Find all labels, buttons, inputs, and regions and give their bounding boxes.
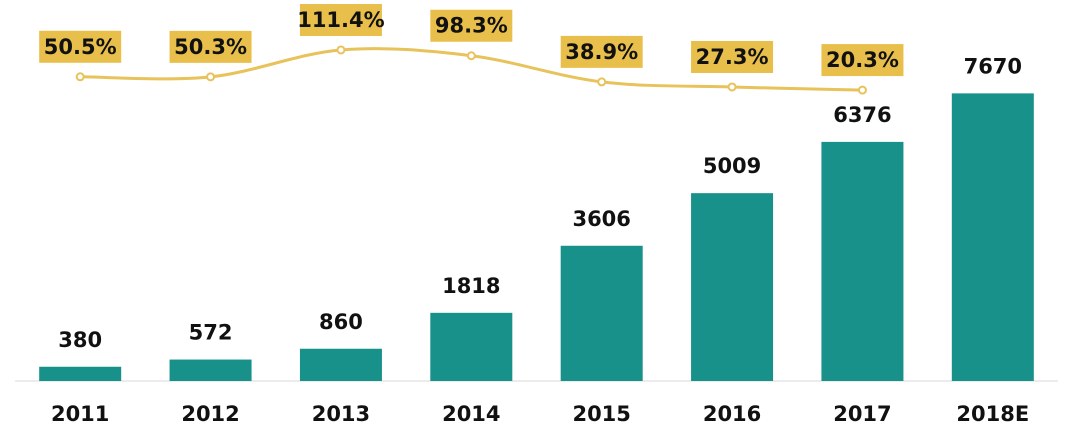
- x-tick-label: 2015: [572, 402, 630, 426]
- growth-point: [727, 82, 737, 92]
- growth-label: 50.3%: [174, 35, 247, 59]
- growth-point: [597, 77, 607, 87]
- bar-value-label: 5009: [703, 154, 761, 178]
- bar: [430, 312, 513, 381]
- label-box: [169, 30, 252, 63]
- bar-value-label: 6376: [833, 103, 891, 127]
- growth-label: 38.9%: [565, 40, 638, 64]
- bar-value-label: 860: [319, 310, 363, 334]
- growth-point: [466, 51, 476, 61]
- bar-value-label: 1818: [442, 274, 500, 298]
- growth-point: [206, 72, 216, 82]
- bar-value-label: 3606: [572, 207, 630, 231]
- x-tick-label: 2016: [703, 402, 761, 426]
- x-tick-label: 2012: [181, 402, 239, 426]
- growth-label: 111.4%: [297, 8, 384, 32]
- x-tick-label: 2017: [833, 402, 891, 426]
- bar: [560, 245, 643, 381]
- label-box: [560, 35, 643, 68]
- growth-point: [75, 72, 85, 82]
- label-box: [821, 44, 904, 77]
- x-tick-label: 2014: [442, 402, 500, 426]
- growth-label: 20.3%: [826, 48, 899, 72]
- growth-label: 27.3%: [696, 45, 769, 69]
- label-box: [691, 40, 774, 73]
- label-box: [430, 9, 513, 42]
- growth-point: [336, 45, 346, 55]
- bar: [169, 359, 252, 381]
- label-box: [299, 3, 382, 36]
- bar: [691, 193, 774, 381]
- bar-value-label: 572: [189, 321, 233, 345]
- growth-point: [857, 85, 867, 95]
- bar-value-label: 380: [58, 328, 102, 352]
- x-tick-label: 2013: [312, 402, 370, 426]
- bar: [39, 366, 122, 381]
- bar: [951, 93, 1034, 381]
- growth-label: 98.3%: [435, 14, 508, 38]
- bar: [299, 348, 382, 381]
- x-tick-label: 2018E: [956, 402, 1029, 426]
- bar: [821, 141, 904, 381]
- bar-value-label: 7670: [964, 54, 1022, 78]
- x-tick-label: 2011: [51, 402, 109, 426]
- growth-label: 50.5%: [44, 35, 117, 59]
- label-box: [39, 30, 122, 63]
